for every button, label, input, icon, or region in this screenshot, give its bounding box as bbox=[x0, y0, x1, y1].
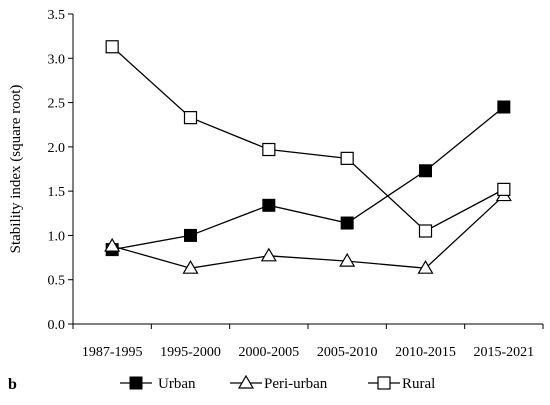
data-point-peri-urban bbox=[260, 247, 277, 262]
x-tick-label: 1995-2000 bbox=[160, 345, 221, 360]
data-point-peri-urban bbox=[104, 237, 121, 252]
data-point-urban bbox=[419, 164, 432, 178]
data-point-rural bbox=[418, 224, 433, 238]
y-tick-label: 1.0 bbox=[48, 229, 66, 244]
series-rural bbox=[105, 40, 511, 238]
x-tick-label: 2000-2005 bbox=[238, 345, 299, 360]
data-point-rural bbox=[105, 40, 119, 54]
series-line-peri-urban bbox=[111, 195, 505, 269]
legend: Urban Peri-urban Rural bbox=[120, 374, 435, 392]
data-point-urban bbox=[262, 198, 276, 212]
y-tick-label: 2.0 bbox=[48, 141, 66, 156]
legend-marker-peri-urban bbox=[237, 374, 255, 389]
series-peri-urban bbox=[104, 187, 512, 274]
x-tick-label: 2015-2021 bbox=[473, 345, 534, 360]
legend-label: Peri-urban bbox=[264, 376, 328, 392]
data-point-peri-urban bbox=[339, 252, 356, 267]
legend-item-rural: Rural bbox=[368, 376, 435, 392]
panel-label: b bbox=[8, 376, 17, 393]
data-point-urban bbox=[497, 100, 511, 114]
x-tick-label: 1987-1995 bbox=[82, 345, 143, 360]
data-point-rural bbox=[340, 151, 354, 165]
data-point-rural bbox=[183, 111, 198, 125]
y-tick-label: 2.5 bbox=[48, 97, 66, 112]
series-line-rural bbox=[111, 46, 505, 232]
axes bbox=[72, 14, 543, 325]
legend-label: Urban bbox=[158, 376, 196, 392]
series-urban bbox=[105, 100, 511, 257]
x-tick-label: 2010-2015 bbox=[395, 345, 456, 360]
y-tick-label: 3.5 bbox=[48, 8, 66, 23]
data-point-peri-urban bbox=[182, 260, 199, 274]
data-point-rural bbox=[497, 182, 511, 196]
y-axis-title: Stability index (square root) bbox=[8, 85, 24, 254]
legend-marker-urban bbox=[129, 376, 143, 390]
y-tick-label: 1.5 bbox=[48, 185, 66, 200]
data-point-peri-urban bbox=[417, 260, 434, 274]
legend-item-urban: Urban bbox=[120, 376, 196, 392]
data-point-urban bbox=[184, 228, 197, 242]
y-tick-label: 0.0 bbox=[48, 318, 66, 333]
series-line-urban bbox=[112, 106, 505, 251]
y-axis-ticks: 0.0 0.5 1.0 1.5 2.0 2.5 3.0 3.5 bbox=[48, 8, 73, 333]
x-axis-ticks: 1987-1995 1995-2000 2000-2005 2005-2010 2010… bbox=[72, 324, 544, 360]
y-tick-label: 0.5 bbox=[48, 274, 66, 289]
x-tick-label: 2005-2010 bbox=[317, 345, 378, 360]
legend-item-peri-urban: Peri-urban bbox=[230, 374, 328, 392]
data-point-urban bbox=[340, 216, 354, 230]
y-tick-label: 3.0 bbox=[48, 52, 66, 67]
legend-label: Rural bbox=[402, 376, 435, 392]
legend-marker-rural bbox=[377, 376, 391, 390]
series-group bbox=[104, 40, 512, 274]
data-point-rural bbox=[262, 142, 276, 157]
